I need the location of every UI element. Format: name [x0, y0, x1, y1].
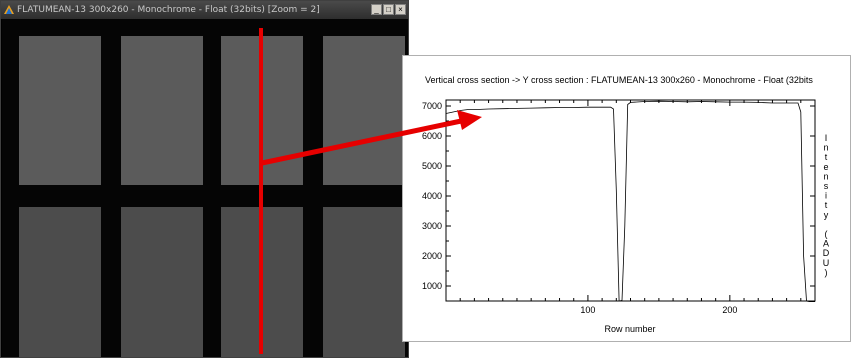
- y-axis-label-char: ): [825, 267, 828, 277]
- y-axis-label-char: y: [824, 210, 829, 220]
- y-tick-label: 7000: [422, 101, 442, 111]
- y-axis-label-char: i: [825, 191, 827, 201]
- flat-panel: [121, 207, 203, 357]
- cross-section-plot-window[interactable]: Vertical cross section -> Y cross sectio…: [402, 55, 851, 342]
- y-axis-label-char: n: [823, 171, 828, 181]
- cross-section-cut-line: [259, 28, 263, 354]
- flat-panel: [19, 36, 101, 185]
- minimize-button[interactable]: _: [371, 4, 382, 15]
- chart-title: Vertical cross section -> Y cross sectio…: [425, 75, 813, 85]
- series-line: [445, 100, 815, 302]
- cross-section-chart: Vertical cross section -> Y cross sectio…: [422, 75, 830, 334]
- x-axis-label: Row number: [604, 324, 655, 334]
- y-axis-label-char: t: [825, 152, 828, 162]
- y-axis-label-char: D: [823, 248, 830, 258]
- y-axis-label-char: I: [825, 133, 828, 143]
- y-tick-label: 5000: [422, 161, 442, 171]
- x-tick-label: 200: [722, 305, 737, 315]
- flat-panel: [323, 36, 405, 185]
- y-axis-label-char: s: [824, 181, 829, 191]
- y-tick-label: 6000: [422, 131, 442, 141]
- image-window-titlebar[interactable]: FLATUMEAN-13 300x260 - Monochrome - Floa…: [1, 1, 408, 19]
- app-logo-icon: [4, 5, 14, 14]
- y-axis-label-char: A: [823, 239, 829, 249]
- flat-panel: [323, 207, 405, 357]
- y-tick-label: 3000: [422, 221, 442, 231]
- close-button[interactable]: ×: [395, 4, 406, 15]
- image-window-title: FLATUMEAN-13 300x260 - Monochrome - Floa…: [17, 5, 320, 15]
- y-tick-label: 2000: [422, 251, 442, 261]
- x-tick-label: 100: [580, 305, 595, 315]
- y-tick-label: 4000: [422, 191, 442, 201]
- maximize-button[interactable]: □: [383, 4, 394, 15]
- y-axis-label-char: U: [823, 258, 830, 268]
- image-canvas[interactable]: [2, 19, 408, 357]
- flat-panel: [121, 36, 203, 185]
- y-axis-label-char: (: [825, 229, 828, 239]
- plot-frame: [445, 99, 816, 302]
- y-axis-label-char: n: [823, 143, 828, 153]
- flat-panel: [19, 207, 101, 357]
- y-axis-label-char: e: [823, 162, 828, 172]
- y-axis-label-char: t: [825, 200, 828, 210]
- y-tick-label: 1000: [422, 281, 442, 291]
- image-window[interactable]: FLATUMEAN-13 300x260 - Monochrome - Floa…: [0, 0, 409, 358]
